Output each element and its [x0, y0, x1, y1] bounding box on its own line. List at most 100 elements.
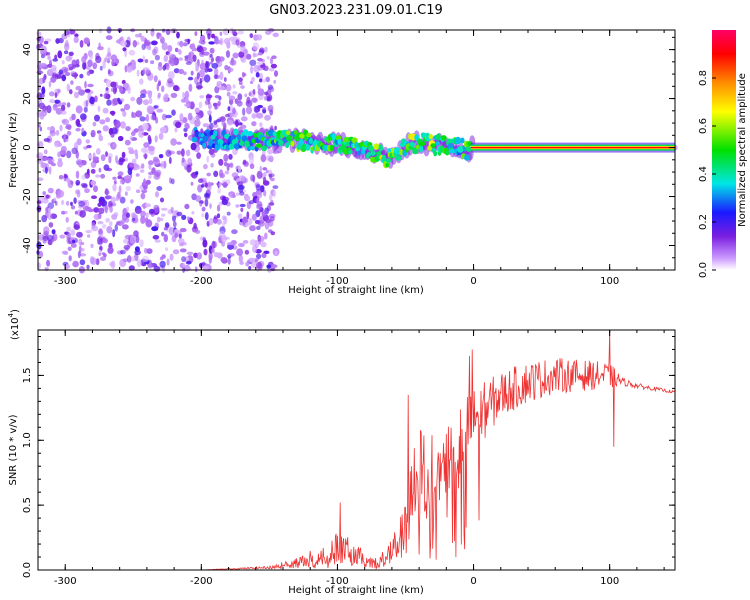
noise-blob: [175, 121, 182, 129]
noise-blob: [71, 147, 78, 155]
noise-blob: [141, 163, 145, 169]
noise-blob: [147, 145, 155, 152]
noise-blob: [89, 53, 93, 60]
noise-blob: [126, 66, 133, 73]
track-blob: [305, 143, 311, 151]
noise-blob: [168, 59, 174, 64]
noise-blob: [73, 36, 79, 44]
noise-blob: [40, 162, 47, 169]
noise-blob: [159, 127, 167, 134]
noise-blob: [85, 139, 91, 144]
noise-blob: [79, 253, 87, 257]
track-blob: [351, 137, 358, 144]
noise-blob: [178, 233, 182, 239]
noise-blob: [136, 69, 140, 77]
snr-y-scale-label: (x104): [7, 309, 21, 340]
noise-blob: [210, 163, 214, 168]
noise-blob: [181, 157, 185, 163]
noise-blob: [163, 160, 167, 169]
noise-blob: [244, 93, 248, 98]
noise-blob: [130, 212, 137, 218]
noise-blob: [156, 216, 161, 223]
noise-blob: [209, 47, 215, 54]
noise-blob: [216, 119, 221, 123]
noise-blob: [182, 42, 188, 47]
noise-blob: [48, 166, 52, 175]
noise-blob: [70, 243, 77, 248]
track-blob: [449, 148, 456, 154]
noise-blob: [141, 147, 148, 153]
snr-background: [38, 330, 675, 570]
noise-blob: [210, 56, 214, 63]
noise-blob: [38, 84, 41, 91]
noise-blob: [261, 252, 267, 259]
noise-blob: [146, 248, 153, 254]
track-blob: [293, 130, 298, 135]
noise-blob: [63, 174, 68, 179]
noise-blob: [199, 202, 203, 207]
noise-blob: [143, 247, 148, 254]
noise-blob: [92, 121, 97, 127]
noise-blob: [257, 191, 263, 199]
noise-blob: [48, 91, 55, 97]
noise-blob: [245, 106, 253, 115]
noise-blob: [239, 203, 246, 208]
noise-blob: [101, 224, 107, 229]
track-blob: [395, 155, 402, 161]
noise-blob: [237, 165, 242, 173]
noise-blob: [270, 267, 276, 272]
noise-blob: [264, 91, 269, 96]
noise-blob: [174, 47, 179, 53]
noise-blob: [112, 143, 116, 148]
noise-blob: [123, 103, 131, 111]
noise-blob: [248, 92, 252, 96]
noise-blob: [168, 156, 172, 164]
noise-blob: [257, 83, 261, 91]
noise-blob: [209, 53, 213, 58]
noise-blob: [259, 122, 263, 128]
noise-blob: [98, 167, 102, 173]
noise-blob: [158, 35, 163, 40]
noise-blob: [81, 174, 86, 180]
noise-blob: [53, 197, 57, 202]
noise-blob: [54, 92, 58, 98]
snr-panel: -300 -200 -100 0 100 0.0 0.5 1.0 1.5 (x104) Hei…: [7, 309, 676, 596]
track-blob: [278, 139, 284, 147]
noise-blob: [103, 253, 107, 258]
snr-y-scale-prefix: (x10: [10, 317, 21, 340]
track-blob: [347, 149, 353, 155]
noise-blob: [66, 130, 72, 136]
noise-blob: [59, 124, 63, 132]
noise-blob: [248, 266, 252, 270]
noise-blob: [167, 45, 173, 53]
noise-blob: [172, 249, 180, 255]
noise-blob: [217, 100, 221, 107]
noise-blob: [75, 119, 80, 127]
noise-blob: [232, 107, 236, 115]
noise-blob: [107, 47, 111, 55]
noise-blob: [136, 96, 143, 105]
noise-blob: [161, 42, 168, 51]
noise-blob: [273, 189, 276, 198]
snr-x-ticks: -300 -200 -100 0 100: [37, 330, 665, 587]
track-blob: [198, 132, 202, 138]
noise-blob: [123, 175, 131, 180]
noise-blob: [190, 70, 194, 76]
noise-blob: [130, 256, 136, 262]
noise-blob: [119, 196, 126, 204]
y-tick-label: 1.5: [22, 367, 33, 383]
noise-blob: [260, 185, 265, 193]
noise-blob: [57, 159, 63, 168]
noise-blob: [262, 79, 267, 83]
noise-blob: [178, 49, 182, 55]
noise-blob: [72, 260, 79, 268]
noise-blob: [98, 228, 103, 235]
noise-blob: [219, 169, 224, 178]
noise-blob: [100, 93, 103, 97]
noise-blob: [75, 179, 81, 186]
noise-blob: [213, 124, 219, 128]
noise-blob: [59, 234, 66, 239]
noise-blob: [81, 127, 85, 133]
noise-blob: [55, 129, 60, 136]
noise-blob: [141, 122, 149, 131]
